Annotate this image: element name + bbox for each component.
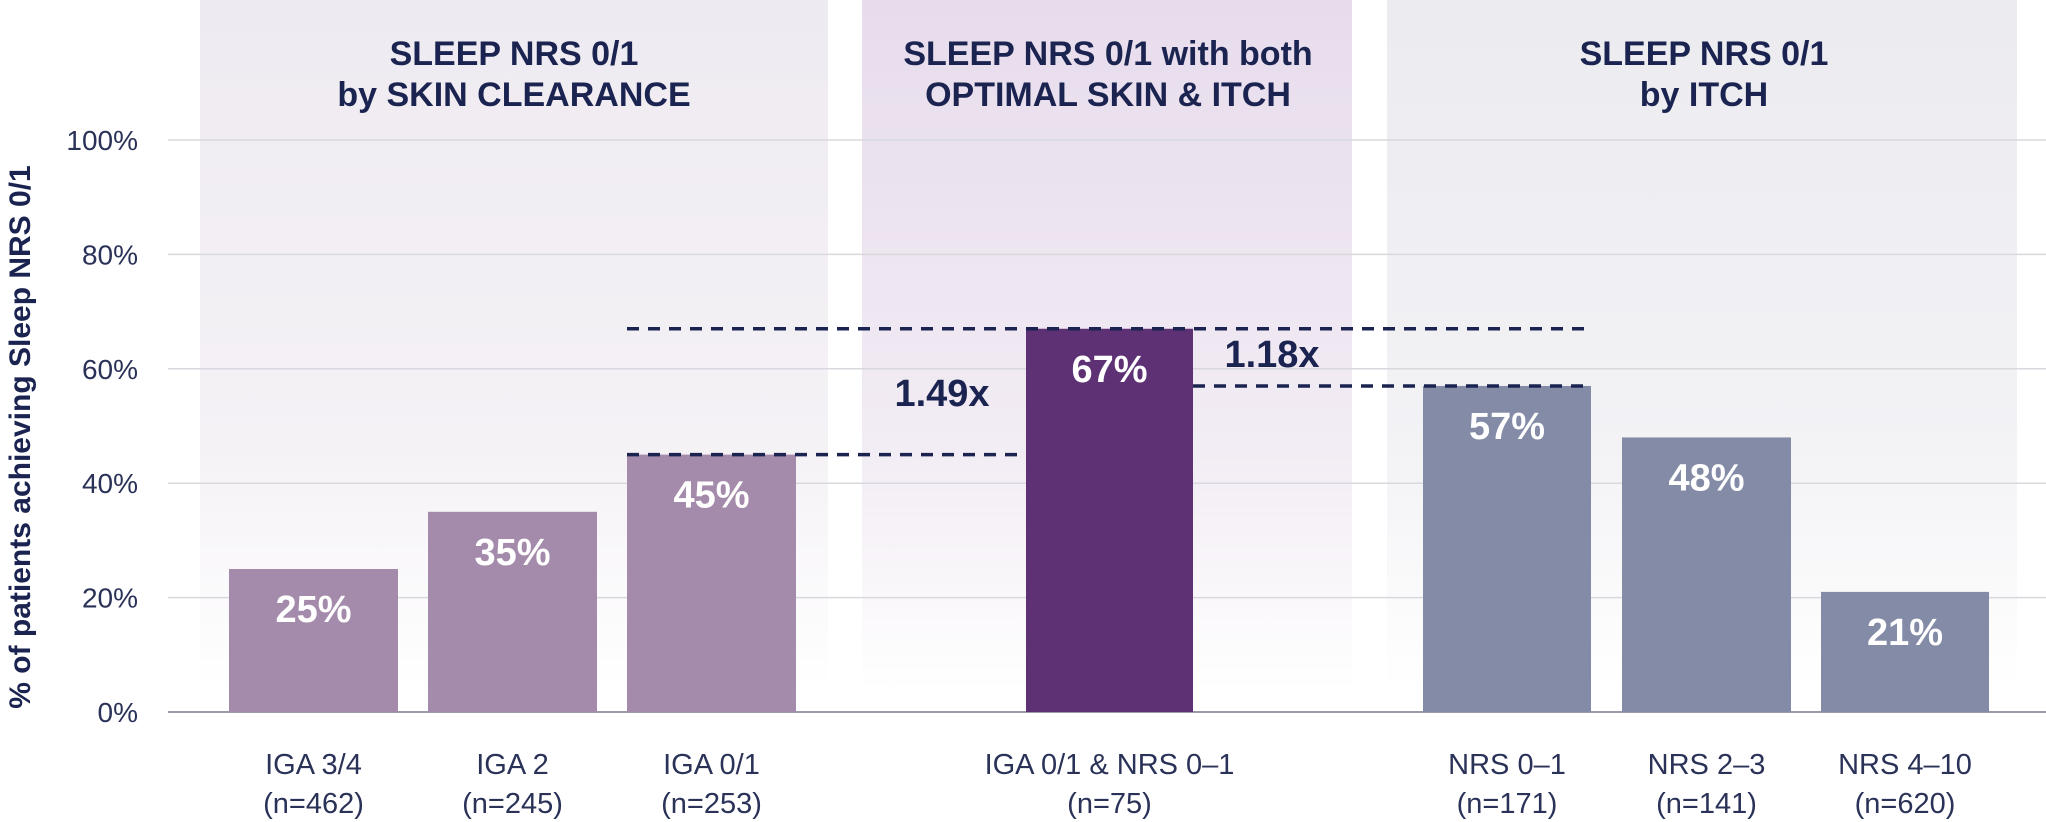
ratio-annotation: 1.49x bbox=[894, 373, 989, 415]
panel-combined-title-line2: OPTIMAL SKIN & ITCH bbox=[925, 76, 1291, 114]
category-label: NRS 0–1 bbox=[1448, 749, 1566, 781]
y-tick-label: 20% bbox=[82, 583, 138, 614]
bar bbox=[1821, 591, 1989, 712]
bar bbox=[229, 569, 398, 712]
category-n-label: (n=462) bbox=[263, 788, 364, 820]
bar-value-label: 25% bbox=[275, 589, 351, 631]
y-tick-label: 100% bbox=[66, 125, 138, 156]
bar-value-label: 21% bbox=[1867, 612, 1943, 654]
category-label: IGA 2 bbox=[476, 749, 549, 781]
bar bbox=[1622, 437, 1791, 712]
panel-itch-title-line2: by ITCH bbox=[1640, 76, 1768, 114]
bar-value-label: 48% bbox=[1668, 457, 1744, 499]
bar-value-label: 45% bbox=[673, 475, 749, 517]
bar bbox=[1423, 385, 1591, 712]
panel-skin-title-line2: by SKIN CLEARANCE bbox=[337, 76, 690, 114]
bar-value-label: 57% bbox=[1469, 406, 1545, 448]
y-tick-label: 0% bbox=[98, 697, 138, 728]
category-label: NRS 2–3 bbox=[1648, 749, 1766, 781]
bar bbox=[1026, 328, 1193, 712]
category-n-label: (n=620) bbox=[1855, 788, 1956, 820]
y-tick-label: 80% bbox=[82, 239, 138, 270]
category-n-label: (n=171) bbox=[1457, 788, 1558, 820]
panel-itch-title-line1: SLEEP NRS 0/1 bbox=[1580, 35, 1829, 73]
panel-combined-title-line1: SLEEP NRS 0/1 with both bbox=[903, 35, 1312, 73]
category-n-label: (n=75) bbox=[1067, 788, 1152, 820]
ratio-annotation: 1.18x bbox=[1224, 334, 1319, 376]
category-label: IGA 0/1 bbox=[663, 749, 760, 781]
category-n-label: (n=245) bbox=[462, 788, 563, 820]
category-label: IGA 0/1 & NRS 0–1 bbox=[985, 749, 1235, 781]
category-n-label: (n=253) bbox=[661, 788, 762, 820]
category-label: NRS 4–10 bbox=[1838, 749, 1972, 781]
bar-value-label: 35% bbox=[474, 532, 550, 574]
category-n-label: (n=141) bbox=[1656, 788, 1757, 820]
category-label: IGA 3/4 bbox=[265, 749, 362, 781]
y-tick-label: 40% bbox=[82, 468, 138, 499]
bar-value-label: 67% bbox=[1071, 349, 1147, 391]
y-axis-label: % of patients achieving Sleep NRS 0/1 bbox=[4, 165, 37, 709]
y-tick-label: 60% bbox=[82, 354, 138, 385]
bar bbox=[627, 454, 796, 712]
bar bbox=[428, 511, 597, 712]
panel-skin-title-line1: SLEEP NRS 0/1 bbox=[390, 35, 639, 73]
